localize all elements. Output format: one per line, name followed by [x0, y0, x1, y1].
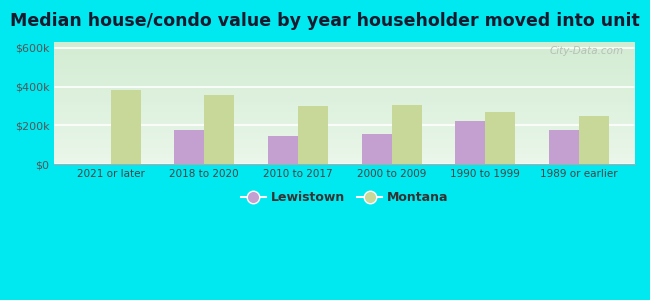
Bar	[204, 95, 234, 164]
Text: City-Data.com: City-Data.com	[549, 46, 623, 56]
Bar	[578, 116, 609, 164]
Bar	[361, 134, 391, 164]
Bar	[111, 89, 140, 164]
Bar	[268, 136, 298, 164]
Bar	[391, 105, 421, 164]
Bar	[298, 106, 328, 164]
Bar	[549, 130, 578, 164]
Legend: Lewistown, Montana: Lewistown, Montana	[235, 186, 454, 209]
Bar	[174, 130, 204, 164]
Bar	[485, 112, 515, 164]
Bar	[455, 121, 485, 164]
Text: Median house/condo value by year householder moved into unit: Median house/condo value by year househo…	[10, 12, 640, 30]
